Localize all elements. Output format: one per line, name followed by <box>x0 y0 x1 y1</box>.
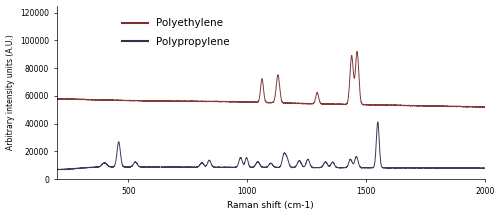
X-axis label: Raman shift (cm-1): Raman shift (cm-1) <box>228 202 314 210</box>
Y-axis label: Arbitrary intensity units (A.U.): Arbitrary intensity units (A.U.) <box>6 35 15 150</box>
Legend: Polyethylene, Polypropylene: Polyethylene, Polypropylene <box>118 14 234 51</box>
